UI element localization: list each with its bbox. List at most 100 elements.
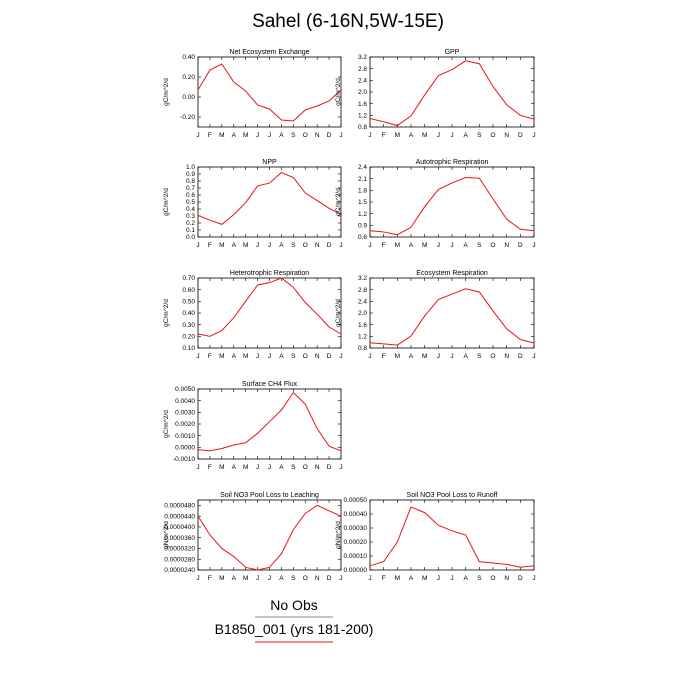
x-tick-label: A bbox=[279, 353, 284, 360]
x-tick-label: J bbox=[256, 464, 259, 471]
x-tick-label: A bbox=[232, 132, 237, 139]
x-tick-label: A bbox=[409, 242, 414, 249]
x-tick-label: J bbox=[268, 353, 271, 360]
x-tick-label: M bbox=[243, 132, 248, 139]
x-tick-label: M bbox=[395, 132, 400, 139]
y-tick-label: 0.2 bbox=[186, 220, 195, 227]
x-tick-label: A bbox=[232, 242, 237, 249]
series-line bbox=[197, 63, 342, 122]
y-tick-label: 0.0000280 bbox=[164, 556, 195, 563]
series-line bbox=[197, 391, 342, 452]
y-tick-label: 0.6 bbox=[186, 192, 195, 199]
x-tick-label: J bbox=[256, 242, 259, 249]
x-tick-label: D bbox=[518, 132, 523, 139]
y-tick-label: 0.0000480 bbox=[164, 503, 195, 510]
x-tick-label: A bbox=[232, 464, 237, 471]
x-tick-label: J bbox=[256, 132, 259, 139]
y-tick-label: 0.00010 bbox=[344, 553, 368, 560]
x-tick-label: M bbox=[243, 242, 248, 249]
y-tick-label: 1.2 bbox=[358, 211, 367, 218]
y-axis-label: gN/m^2/d bbox=[335, 521, 342, 549]
x-tick-label: J bbox=[450, 132, 453, 139]
x-tick-label: J bbox=[339, 132, 342, 139]
x-tick-label: N bbox=[504, 132, 509, 139]
y-tick-label: 0.0000240 bbox=[164, 567, 195, 574]
x-tick-label: J bbox=[268, 242, 271, 249]
x-tick-label: J bbox=[196, 353, 199, 360]
x-tick-label: J bbox=[368, 575, 371, 582]
y-tick-label: 2.0 bbox=[358, 89, 367, 96]
x-tick-label: F bbox=[382, 242, 386, 249]
series-line bbox=[197, 504, 342, 571]
x-tick-label: M bbox=[395, 353, 400, 360]
x-tick-label: A bbox=[279, 575, 284, 582]
x-tick-label: F bbox=[208, 132, 212, 139]
x-tick-label: A bbox=[409, 353, 414, 360]
plot-frame bbox=[369, 166, 535, 238]
y-axis-label: gC/m^2/d bbox=[335, 78, 342, 106]
x-tick-label: J bbox=[268, 464, 271, 471]
x-tick-label: J bbox=[339, 575, 342, 582]
x-tick-label: D bbox=[518, 575, 523, 582]
panel-title: Soil NO3 Pool Loss to Leaching bbox=[220, 492, 319, 499]
x-tick-label: J bbox=[532, 242, 535, 249]
x-tick-label: J bbox=[437, 353, 440, 360]
y-tick-label: 0.1 bbox=[186, 227, 195, 234]
x-tick-label: A bbox=[463, 353, 468, 360]
y-tick-label: 0.00000 bbox=[344, 567, 368, 574]
x-tick-label: M bbox=[395, 242, 400, 249]
y-tick-label: 0.4 bbox=[186, 206, 195, 213]
y-tick-label: 0.0040 bbox=[175, 398, 195, 405]
x-tick-label: O bbox=[490, 242, 495, 249]
series-line bbox=[369, 288, 535, 346]
y-tick-label: 1.5 bbox=[358, 199, 367, 206]
x-tick-label: A bbox=[279, 132, 284, 139]
x-tick-label: N bbox=[315, 242, 320, 249]
x-tick-label: J bbox=[532, 353, 535, 360]
y-tick-label: 0.3 bbox=[186, 213, 195, 220]
series-line bbox=[369, 176, 535, 236]
panel-title: NPP bbox=[262, 159, 277, 166]
y-tick-label: 0.40 bbox=[182, 310, 195, 317]
series-line bbox=[197, 277, 342, 337]
x-tick-label: A bbox=[279, 242, 284, 249]
x-tick-label: M bbox=[243, 464, 248, 471]
legend-label-no-obs: No Obs bbox=[270, 597, 317, 613]
x-tick-label: D bbox=[518, 242, 523, 249]
x-tick-label: O bbox=[303, 132, 308, 139]
panel-title: Ecosystem Respiration bbox=[416, 270, 488, 277]
y-tick-label: 0.00030 bbox=[344, 525, 368, 532]
x-tick-label: J bbox=[339, 464, 342, 471]
figure-title: Sahel (6-16N,5W-15E) bbox=[252, 11, 444, 32]
plot-frame bbox=[197, 56, 342, 128]
x-tick-label: D bbox=[327, 242, 332, 249]
y-tick-label: 0.00020 bbox=[344, 539, 368, 546]
y-tick-label: -0.20 bbox=[180, 114, 195, 121]
x-tick-label: J bbox=[268, 575, 271, 582]
x-tick-label: S bbox=[291, 575, 296, 582]
x-tick-label: O bbox=[303, 353, 308, 360]
x-tick-label: N bbox=[315, 353, 320, 360]
x-tick-label: J bbox=[256, 353, 259, 360]
x-tick-label: J bbox=[368, 353, 371, 360]
chart-panel-9: Soil NO3 Pool Loss to Runoff 0.00000 0.000… bbox=[335, 492, 536, 582]
y-tick-label: 0.50 bbox=[182, 299, 195, 306]
y-tick-label: 1.6 bbox=[358, 322, 367, 329]
x-tick-label: N bbox=[504, 575, 509, 582]
panel-title: Soil NO3 Pool Loss to Runoff bbox=[407, 492, 498, 499]
x-tick-label: S bbox=[477, 353, 482, 360]
x-tick-label: N bbox=[504, 353, 509, 360]
x-tick-label: J bbox=[532, 132, 535, 139]
x-tick-label: F bbox=[208, 575, 212, 582]
series-line bbox=[369, 60, 535, 127]
chart-panel-8: Soil NO3 Pool Loss to Leaching 0.0000240 0… bbox=[163, 492, 343, 582]
y-tick-label: 0.8 bbox=[358, 124, 367, 131]
y-tick-label: 0.0000360 bbox=[164, 535, 195, 542]
x-tick-label: M bbox=[219, 132, 224, 139]
chart-panel-2: GPP 0.8 1.2 1.6 2.0 2.4 2.8 3.2 J F M A M J J A S O N D JgC/… bbox=[335, 49, 536, 139]
x-tick-label: O bbox=[303, 575, 308, 582]
y-tick-label: 3.2 bbox=[358, 275, 367, 282]
x-tick-label: J bbox=[339, 353, 342, 360]
x-tick-label: J bbox=[196, 575, 199, 582]
x-tick-label: J bbox=[368, 132, 371, 139]
